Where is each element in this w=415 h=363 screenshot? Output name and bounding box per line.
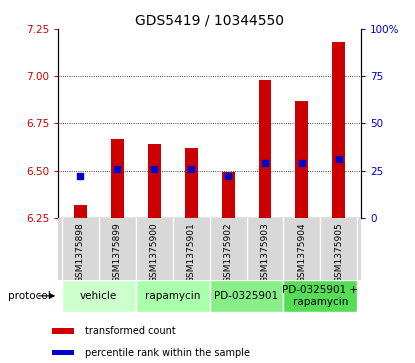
- Bar: [52, 329, 74, 334]
- Text: PD-0325901 +
rapamycin: PD-0325901 + rapamycin: [283, 285, 359, 307]
- Point: [151, 166, 157, 172]
- Text: percentile rank within the sample: percentile rank within the sample: [85, 348, 250, 358]
- Text: GSM1375898: GSM1375898: [76, 223, 85, 284]
- Text: GSM1375904: GSM1375904: [298, 223, 306, 284]
- Point: [299, 160, 305, 166]
- Point: [77, 174, 83, 179]
- FancyBboxPatch shape: [136, 280, 210, 312]
- Bar: [222, 172, 234, 218]
- FancyBboxPatch shape: [210, 280, 283, 312]
- Point: [225, 174, 232, 179]
- Point: [262, 160, 269, 166]
- Point: [114, 166, 120, 172]
- Text: GSM1375901: GSM1375901: [187, 223, 195, 284]
- Bar: [74, 205, 87, 218]
- Text: GSM1375900: GSM1375900: [150, 223, 159, 284]
- Bar: [185, 148, 198, 218]
- Text: protocol: protocol: [8, 291, 51, 301]
- Point: [188, 166, 194, 172]
- Text: GSM1375903: GSM1375903: [261, 223, 269, 284]
- Bar: [111, 139, 124, 218]
- Bar: [52, 350, 74, 355]
- Text: transformed count: transformed count: [85, 326, 176, 336]
- Text: vehicle: vehicle: [80, 291, 117, 301]
- Title: GDS5419 / 10344550: GDS5419 / 10344550: [135, 14, 284, 28]
- FancyBboxPatch shape: [62, 280, 136, 312]
- Bar: [295, 101, 308, 218]
- Point: [336, 156, 342, 162]
- Bar: [332, 42, 345, 218]
- Text: GSM1375905: GSM1375905: [334, 223, 343, 284]
- Text: GSM1375902: GSM1375902: [224, 223, 232, 284]
- Text: GSM1375899: GSM1375899: [113, 223, 122, 284]
- FancyBboxPatch shape: [283, 280, 357, 312]
- Bar: [259, 80, 271, 218]
- Text: PD-0325901: PD-0325901: [215, 291, 278, 301]
- Bar: [148, 144, 161, 218]
- Text: rapamycin: rapamycin: [145, 291, 200, 301]
